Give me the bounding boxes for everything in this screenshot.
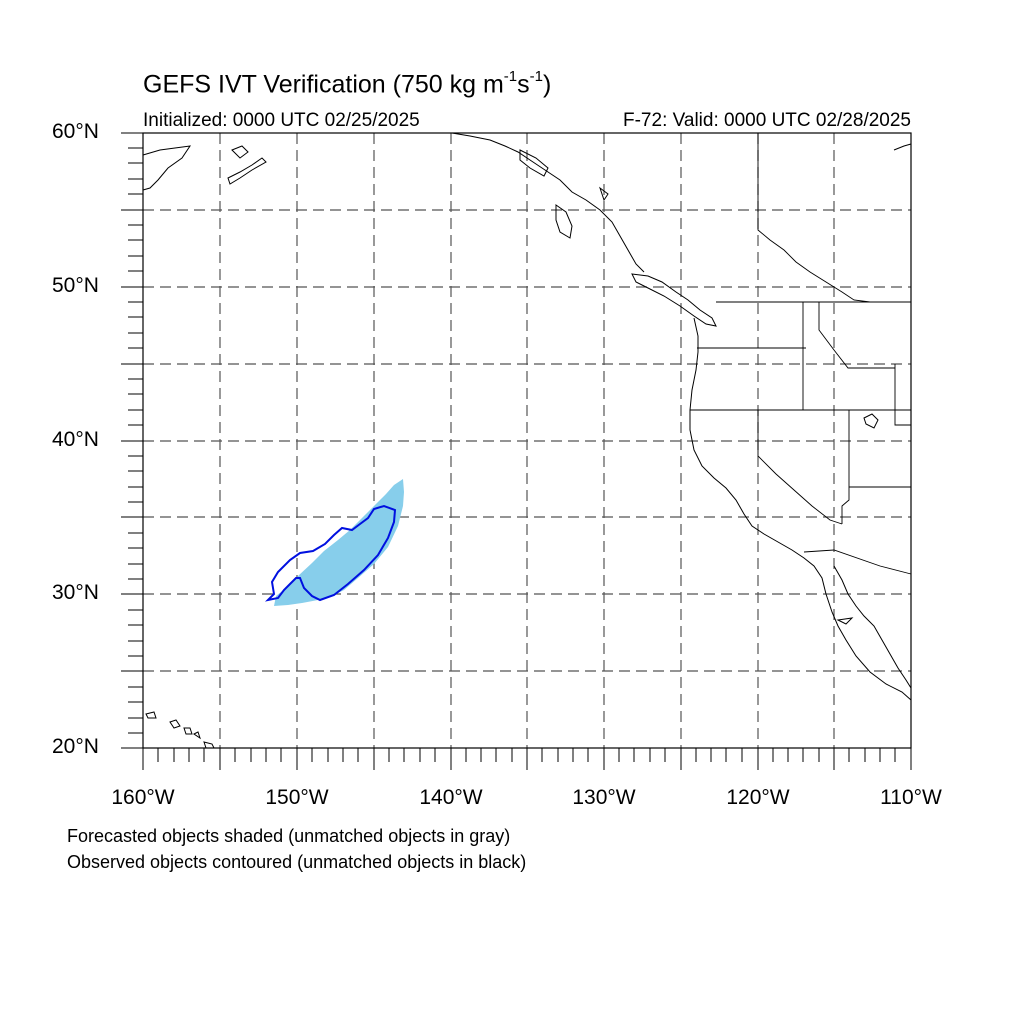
footnote-forecast: Forecasted objects shaded (unmatched obj…: [67, 826, 511, 846]
footnote-observed: Observed objects contoured (unmatched ob…: [67, 852, 527, 872]
lon-label-130w: 130°W: [572, 786, 636, 809]
lat-label-20n: 20°N: [52, 735, 99, 758]
lat-label-40n: 40°N: [52, 428, 99, 451]
initialized-time: Initialized: 0000 UTC 02/25/2025: [143, 110, 420, 131]
lon-label-110w: 110°W: [880, 786, 942, 809]
lat-label-60n: 60°N: [52, 120, 99, 143]
map-title: GEFS IVT Verification (750 kg m-1s-1): [143, 68, 552, 99]
lon-label-140w: 140°W: [419, 786, 483, 809]
map-frame: [142, 132, 912, 749]
lon-label-120w: 120°W: [726, 786, 790, 809]
graticule: [143, 133, 911, 748]
observed-object-contour: [264, 504, 397, 602]
lon-label-160w: 160°W: [111, 786, 175, 809]
coastlines: [142, 132, 912, 749]
forecast-object-shaded: [274, 479, 404, 606]
axis-ticks: [121, 132, 912, 770]
valid-time: F-72: Valid: 0000 UTC 02/28/2025: [623, 110, 911, 131]
lat-label-50n: 50°N: [52, 274, 99, 297]
lat-label-30n: 30°N: [52, 581, 99, 604]
borders: [690, 133, 912, 575]
lon-label-150w: 150°W: [265, 786, 329, 809]
